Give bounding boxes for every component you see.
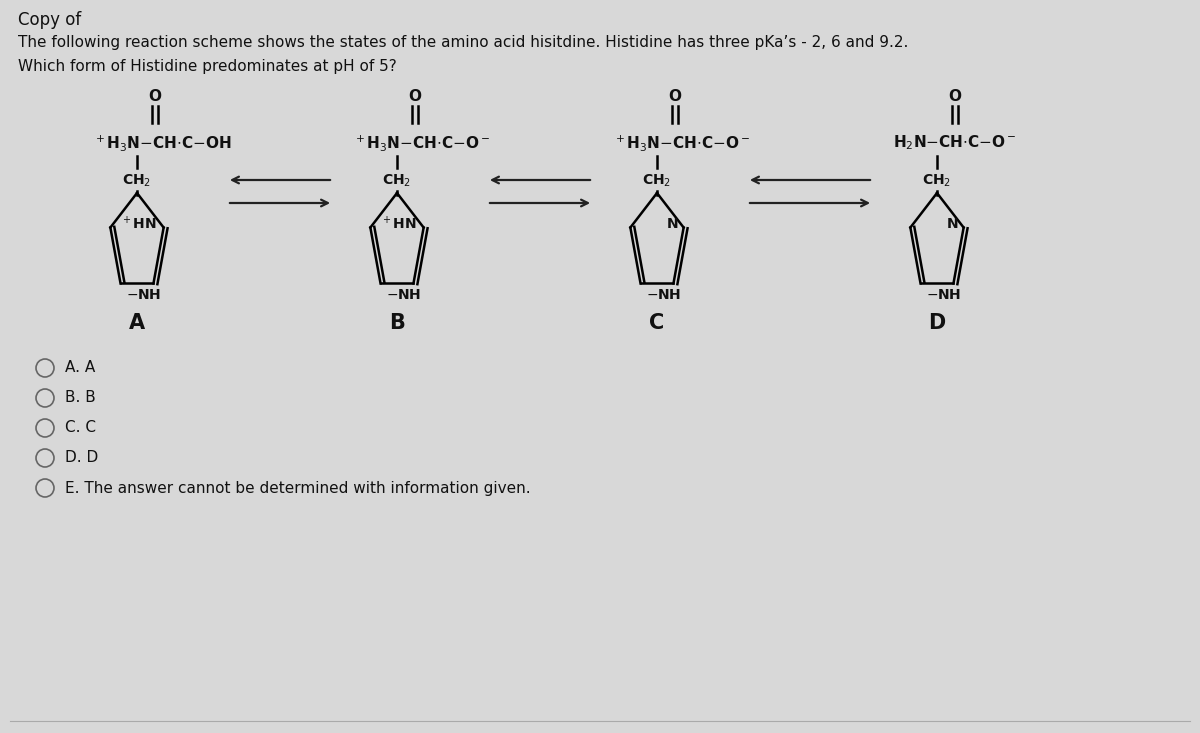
Text: C: C	[649, 313, 665, 333]
Text: D: D	[929, 313, 946, 333]
Text: $-$NH: $-$NH	[126, 289, 161, 303]
Text: H$_2$N$-$CH$\cdot$C$-$O$^-$: H$_2$N$-$CH$\cdot$C$-$O$^-$	[893, 133, 1016, 152]
Text: N: N	[947, 216, 959, 231]
Text: CH$_2$: CH$_2$	[642, 173, 672, 189]
Text: $^+$H$_3$N$-$CH$\cdot$C$-$O$^-$: $^+$H$_3$N$-$CH$\cdot$C$-$O$^-$	[353, 133, 490, 153]
Text: O: O	[668, 89, 682, 104]
Text: B: B	[389, 313, 404, 333]
Text: $^+$H$_3$N$-$CH$\cdot$C$-$O$^-$: $^+$H$_3$N$-$CH$\cdot$C$-$O$^-$	[613, 133, 750, 153]
Text: CH$_2$: CH$_2$	[122, 173, 151, 189]
Text: Copy of: Copy of	[18, 11, 82, 29]
Text: E. The answer cannot be determined with information given.: E. The answer cannot be determined with …	[65, 481, 530, 496]
Text: O: O	[948, 89, 961, 104]
Text: $-$NH: $-$NH	[646, 289, 680, 303]
Text: D. D: D. D	[65, 451, 98, 465]
Text: CH$_2$: CH$_2$	[383, 173, 412, 189]
Text: $^+$HN: $^+$HN	[380, 215, 416, 232]
Text: N: N	[667, 216, 679, 231]
Text: O: O	[408, 89, 421, 104]
Text: B. B: B. B	[65, 391, 96, 405]
Text: $^+$HN: $^+$HN	[120, 215, 157, 232]
Text: CH$_2$: CH$_2$	[923, 173, 952, 189]
Text: $^+$H$_3$N$-$CH$\cdot$C$-$OH: $^+$H$_3$N$-$CH$\cdot$C$-$OH	[94, 133, 232, 153]
Text: Which form of Histidine predominates at pH of 5?: Which form of Histidine predominates at …	[18, 59, 397, 74]
Text: $-$NH: $-$NH	[925, 289, 961, 303]
Text: $-$NH: $-$NH	[385, 289, 421, 303]
Text: A: A	[128, 313, 145, 333]
Text: C. C: C. C	[65, 421, 96, 435]
Text: O: O	[149, 89, 162, 104]
Text: The following reaction scheme shows the states of the amino acid hisitdine. Hist: The following reaction scheme shows the …	[18, 35, 908, 50]
Text: A. A: A. A	[65, 361, 95, 375]
